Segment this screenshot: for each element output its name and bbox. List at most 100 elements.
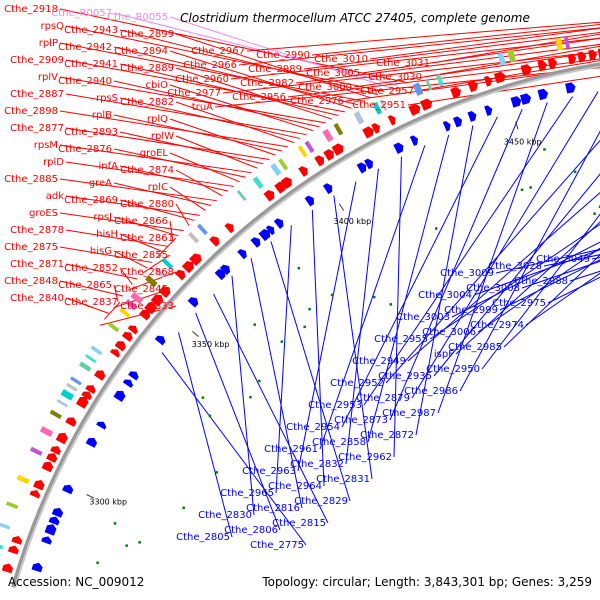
callout-line <box>169 84 313 132</box>
reverse-gene <box>250 237 261 248</box>
forward-gene <box>224 223 234 234</box>
cog-feature <box>425 78 433 91</box>
callout-line <box>103 301 121 320</box>
callout-line <box>521 260 600 289</box>
callout-line <box>169 16 392 89</box>
callout-line <box>222 51 600 94</box>
gene-label: Cthe_2957 <box>360 86 414 97</box>
gene-label: Cthe_2865 <box>58 280 112 291</box>
gene-label: Cthe_2829 <box>294 496 348 507</box>
cog-feature <box>69 376 82 386</box>
reverse-gene <box>273 218 284 229</box>
forward-gene <box>50 446 61 456</box>
reverse-gene <box>48 516 60 526</box>
forward-gene <box>121 332 133 342</box>
gene-label: Cthe_2985 <box>448 342 502 353</box>
callout-line <box>230 37 600 80</box>
forward-gene <box>109 349 121 358</box>
gc-dot <box>303 325 306 329</box>
reverse-gene <box>85 437 98 448</box>
reverse-gene <box>565 82 576 94</box>
callout-line <box>59 110 288 148</box>
forward-gene <box>450 86 461 99</box>
reverse-gene <box>41 536 52 545</box>
callout-line <box>169 186 206 211</box>
gene-label: Cthe_3005 <box>306 68 360 79</box>
callout-lines <box>59 8 600 546</box>
gene-label: Cthe_2894 <box>114 46 168 57</box>
cog-feature <box>65 382 78 392</box>
gene-label: rpsS <box>96 93 118 104</box>
gene-label: Cthe_2893 <box>64 127 118 138</box>
gene-label: Cthe_2950 <box>426 364 480 375</box>
cog-feature <box>0 544 4 550</box>
cog-feature <box>118 307 131 318</box>
forward-gene <box>537 60 547 72</box>
callout-line <box>455 221 600 355</box>
reverse-gene <box>265 225 275 236</box>
gene-label: Cthe_2873 <box>334 415 388 426</box>
cog-feature <box>161 258 174 270</box>
cog-feature <box>153 266 166 278</box>
gene-label: infA <box>99 161 119 172</box>
callout-line <box>59 8 405 83</box>
gene-label: rplP <box>39 38 58 49</box>
gene-label: Cthe_2833 <box>120 301 174 312</box>
gene-label: Cthe_3004 <box>418 290 472 301</box>
forward-gene <box>467 80 478 93</box>
gene-label: Cthe_2974 <box>470 320 524 331</box>
gene-label: Cthe_2954 <box>286 422 340 433</box>
forward-gene <box>7 545 19 555</box>
forward-gene <box>158 286 171 298</box>
forward-gene <box>483 75 493 87</box>
callout-line <box>119 165 229 192</box>
cog-feature <box>507 49 517 63</box>
cog-feature <box>78 361 92 372</box>
cog-feature <box>90 345 103 356</box>
gc-dot <box>389 303 393 306</box>
forward-gene <box>419 98 433 111</box>
callout-line <box>175 67 333 120</box>
forward-gene <box>493 71 506 84</box>
callout-line <box>169 220 174 242</box>
callout-line <box>113 80 320 128</box>
forward-gene <box>298 166 308 177</box>
callout-line <box>113 284 119 302</box>
forward-gene <box>174 269 186 281</box>
gene-features <box>0 36 600 574</box>
forward-gene <box>547 57 558 69</box>
callout-line <box>65 297 110 314</box>
gene-label: Cthe_2964 <box>268 481 322 492</box>
gene-label: Cthe_2967 <box>191 46 245 57</box>
gene-label: rplW <box>151 131 174 142</box>
callout-line <box>113 12 399 86</box>
forward-gene <box>588 49 598 61</box>
gene-label: Cthe_2942 <box>58 42 112 53</box>
kbp-tick-label: 3450 kbp <box>504 137 542 146</box>
callout-line <box>333 195 373 480</box>
gene-label: Cthe_2880 <box>120 199 174 210</box>
callout-line <box>113 250 148 269</box>
gene-label: Cthe_2977 <box>167 88 221 99</box>
cog-feature <box>333 122 344 136</box>
callout-line <box>65 229 168 247</box>
gene-label: Cthe_2918 <box>4 4 58 15</box>
gene-label: Cthe_2805 <box>176 532 230 543</box>
callout-line <box>169 152 240 183</box>
callout-line <box>175 33 372 99</box>
cog-feature <box>39 426 54 437</box>
gene-label: groES <box>29 208 58 219</box>
forward-gene <box>371 123 380 134</box>
reverse-gene <box>393 142 404 154</box>
forward-gene <box>11 535 23 545</box>
callout-line <box>345 168 379 465</box>
callout-line <box>141 254 171 274</box>
reverse-gene <box>237 249 247 260</box>
callout-line <box>369 27 600 60</box>
kbp-tick-label: 3350 kbp <box>192 340 230 349</box>
gene-label: Cthe_R0055 <box>107 12 168 23</box>
gene-label: Cthe_3010 <box>314 54 368 65</box>
forward-gene <box>362 126 374 139</box>
gene-label: Cthe_2876 <box>58 144 112 155</box>
